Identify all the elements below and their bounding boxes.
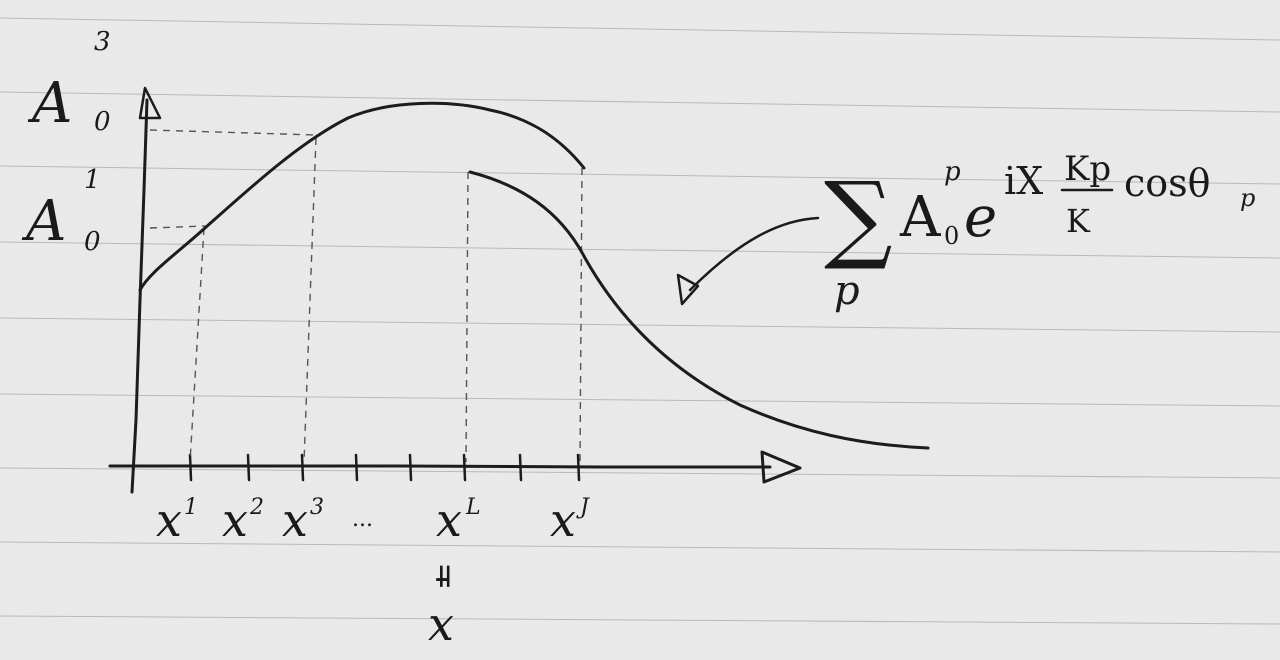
- formula-fraction-num: Kp: [1064, 149, 1111, 189]
- label-x2-sup: 2: [249, 495, 264, 520]
- label-xL-sup: L: [465, 495, 481, 520]
- curve-main: [138, 101, 586, 292]
- ruled-line: [0, 165, 1280, 185]
- notebook-rules: [0, 17, 1280, 625]
- label-xJ-sup: J: [576, 495, 590, 520]
- ruled-line: [0, 393, 1280, 407]
- guide-x1-vertical: [189, 227, 205, 463]
- tick: [354, 453, 359, 482]
- formula-exponent-suffix-sub: p: [1240, 184, 1255, 212]
- tick-x2: [246, 453, 251, 482]
- formula-exponent-suffix: cosθ: [1124, 161, 1211, 205]
- tick-x3: [300, 453, 305, 482]
- label-A01-sub: 0: [84, 227, 101, 257]
- tick: [518, 453, 523, 482]
- label-xL-base: x: [436, 493, 462, 547]
- label-A01-sup: 1: [84, 165, 101, 195]
- formula-exp-base: e: [964, 185, 997, 250]
- ruled-line: [0, 615, 1280, 625]
- formula-term-sub: 0: [944, 222, 959, 250]
- pointer-arrow-shaft: [688, 216, 820, 292]
- formula-fraction-den: K: [1066, 202, 1091, 240]
- guide-A01-horizontal: [149, 225, 206, 229]
- x-axis-line: [108, 464, 772, 469]
- guide-lines: [149, 129, 583, 463]
- label-equals: =: [425, 562, 465, 591]
- y-axis-line: [130, 98, 149, 494]
- label-A03-sup: 3: [94, 27, 111, 57]
- formula-term-sup: p: [944, 157, 961, 187]
- guide-xJ-vertical: [579, 167, 583, 463]
- label-ellipsis: ...: [352, 507, 373, 532]
- x-axis-arrowhead: [760, 450, 802, 484]
- curve-lower: [468, 170, 930, 450]
- ruled-line: [0, 241, 1280, 259]
- label-xJ-base: x: [550, 493, 576, 547]
- guide-A03-horizontal: [149, 129, 317, 136]
- label-x1-sup: 1: [184, 495, 198, 520]
- tick-x1: [188, 453, 193, 482]
- formula: ∑ p A p 0 e iX Kp K cosθ p: [824, 149, 1255, 314]
- ruled-line: [0, 467, 1280, 479]
- guide-xL-vertical: [465, 171, 469, 463]
- guide-x3-vertical: [303, 137, 317, 463]
- tick-xL: [462, 453, 467, 482]
- label-A03-sub: 0: [94, 107, 111, 137]
- tick: [408, 453, 413, 482]
- ruled-line: [0, 91, 1280, 113]
- ruled-line: [0, 17, 1280, 41]
- ruled-line: [0, 541, 1280, 553]
- formula-term: A: [899, 185, 941, 250]
- label-A03-base: A: [27, 71, 72, 136]
- label-x2-base: x: [222, 493, 248, 547]
- label-x3-base: x: [282, 493, 308, 547]
- label-xbar-base: x: [428, 597, 454, 651]
- y-axis-arrowhead: [138, 86, 162, 120]
- label-A01-base: A: [21, 189, 66, 254]
- formula-exponent-prefix: iX: [1004, 159, 1043, 203]
- tick-xJ: [576, 453, 581, 482]
- label-x1-base: x: [156, 493, 182, 547]
- formula-sum-index: p: [834, 268, 860, 314]
- formula-sum-symbol: ∑: [824, 161, 893, 273]
- label-xbar-bar: ¯: [432, 572, 452, 618]
- x-axis-ticks: [188, 453, 581, 482]
- label-x3-sup: 3: [310, 495, 324, 520]
- ruled-line: [0, 317, 1280, 333]
- pointer-arrow-head: [676, 273, 700, 306]
